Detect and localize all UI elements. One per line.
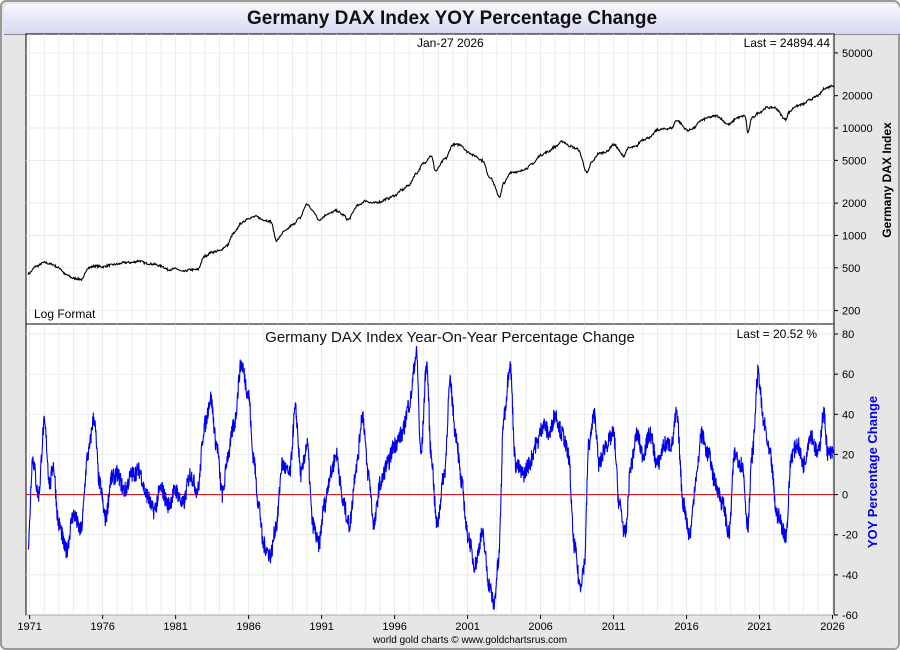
yoy-y-axis-label: YOY Percentage Change [865,396,880,548]
x-tick-label: 1971 [17,621,41,633]
x-tick-label: 2026 [820,621,844,633]
yoy-y-tick-label: 80 [842,329,854,341]
x-tick-label: 1981 [163,621,187,633]
x-tick-label: 1986 [236,621,260,633]
x-axis: 1971 1976 1981 1986 1991 1996 2001 2006 2011 2016… [17,615,844,633]
price-y-tick-label: 5000 [842,155,866,167]
price-y-tick-label: 200 [842,306,860,318]
x-tick-label: 1991 [309,621,333,633]
x-tick-label: 1976 [90,621,114,633]
price-y-axis: 200 500 1000 2000 5000 10000 20000 50000 [834,48,873,318]
price-y-tick-label: 1000 [842,230,866,242]
x-tick-label: 2001 [455,621,479,633]
yoy-y-tick-label: 40 [842,409,854,421]
price-date-label: Jan-27 2026 [417,36,484,50]
chart-canvas: 200500100020005000100002000050000 Jan-27… [0,0,900,650]
x-tick-label: 2006 [528,621,552,633]
yoy-panel-title: Germany DAX Index Year-On-Year Percentag… [265,329,635,346]
yoy-y-tick-label: 0 [842,490,848,502]
x-tick-label: 2021 [747,621,771,633]
x-tick-label: 2016 [674,621,698,633]
x-tick-label: 1996 [382,621,406,633]
price-y-tick-label: 2000 [842,198,866,210]
price-y-tick-label: 20000 [842,91,873,103]
yoy-y-tick-label: -20 [842,530,858,542]
yoy-y-tick-label: 20 [842,449,854,461]
yoy-y-tick-label: 60 [842,369,854,381]
credit-label: world gold charts © www.goldchartsrus.co… [372,635,567,646]
price-y-axis-label: Germany DAX Index [880,122,894,238]
price-y-tick-label: 10000 [842,123,873,135]
x-tick-label: 2011 [602,621,626,633]
yoy-last-label: Last = 20.52 % [737,327,818,341]
price-y-tick-label: 50000 [842,48,873,60]
price-panel: 200 500 1000 2000 5000 10000 20000 50000 Jan-27… [26,34,894,324]
price-y-tick-label: 500 [842,263,860,275]
price-last-label: Last = 24894.44 [744,36,831,50]
yoy-y-tick-label: -40 [842,570,858,582]
price-plot-area [26,34,834,324]
log-format-label: Log Format [34,307,96,321]
